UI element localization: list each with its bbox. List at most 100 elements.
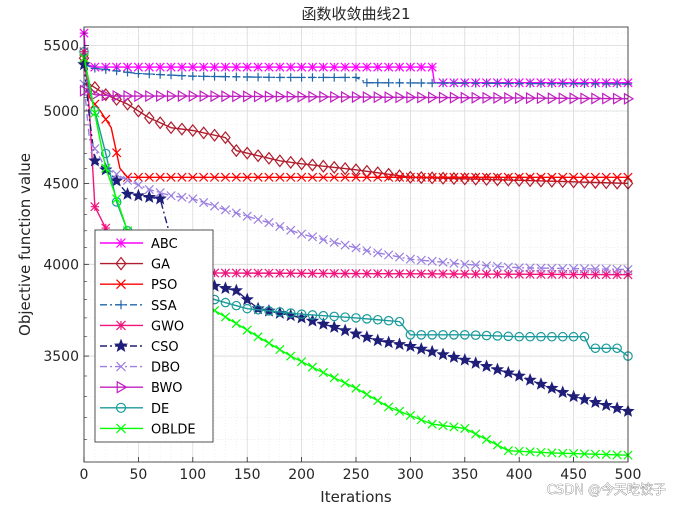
series-marker: [525, 269, 535, 279]
series-marker: [329, 172, 339, 182]
legend-box: [94, 229, 214, 443]
x-tick-label: 350: [451, 467, 478, 483]
series-marker: [471, 260, 481, 270]
series-marker: [112, 89, 123, 103]
series-marker: [547, 269, 557, 280]
series-marker: [568, 269, 579, 280]
series-marker: [579, 449, 590, 459]
series-marker: [90, 144, 100, 154]
series-marker: [536, 331, 546, 342]
series-marker: [330, 90, 341, 103]
series-marker: [264, 73, 274, 82]
series-marker: [417, 91, 428, 104]
series-marker: [438, 420, 448, 431]
series-pso: [79, 53, 633, 182]
series-marker: [471, 79, 480, 88]
series-marker: [340, 172, 350, 182]
series-marker: [340, 73, 350, 82]
series-marker: [602, 92, 613, 105]
series-marker: [384, 62, 394, 72]
series-marker: [416, 62, 426, 72]
series-marker: [101, 163, 111, 173]
series-marker: [220, 297, 231, 308]
series-marker: [240, 292, 254, 306]
series-marker: [116, 279, 126, 290]
series-marker: [329, 237, 339, 247]
series-marker: [373, 269, 383, 279]
series-marker: [253, 214, 263, 225]
series-marker: [362, 268, 372, 279]
series-marker: [406, 78, 415, 88]
series-marker: [525, 172, 535, 182]
series-marker: [458, 353, 472, 366]
series-marker: [209, 172, 220, 182]
series-marker: [122, 172, 133, 182]
series-marker: [405, 62, 416, 72]
series-marker: [427, 62, 437, 72]
series-marker: [308, 73, 317, 82]
series-marker: [536, 447, 546, 457]
series-marker: [318, 268, 328, 279]
series-marker: [481, 330, 492, 341]
series-marker: [264, 172, 274, 182]
series-marker: [416, 172, 426, 182]
series-marker: [275, 62, 285, 72]
series-marker: [101, 89, 112, 102]
series-marker: [340, 268, 350, 279]
series-marker: [113, 338, 129, 352]
series-marker: [449, 91, 461, 104]
series-marker: [340, 378, 350, 388]
series-marker: [340, 62, 350, 72]
series-marker: [362, 78, 372, 87]
series-marker: [481, 261, 492, 271]
series-marker: [241, 146, 253, 160]
series-marker: [109, 173, 124, 187]
series-marker: [362, 91, 374, 104]
series-marker: [427, 256, 437, 266]
series-marker: [199, 172, 209, 182]
series-marker: [232, 90, 243, 103]
series-marker: [579, 264, 590, 274]
series-marker: [90, 202, 100, 212]
series-marker: [165, 121, 177, 135]
x-tick-label: 150: [234, 467, 261, 483]
series-marker: [351, 73, 361, 82]
series-marker: [514, 263, 524, 273]
series-marker: [405, 410, 416, 421]
series-marker: [318, 310, 329, 321]
series-marker: [350, 163, 362, 177]
series-marker: [384, 172, 394, 182]
series-marker: [436, 347, 450, 361]
series-marker: [188, 194, 198, 204]
series-marker: [231, 268, 241, 278]
y-tick-label: 3500: [43, 349, 79, 365]
series-marker: [253, 332, 263, 342]
series-marker: [154, 116, 166, 130]
series-marker: [493, 79, 502, 88]
series-marker: [547, 263, 557, 273]
series-marker: [349, 326, 363, 340]
series-marker: [307, 62, 318, 72]
series-marker: [503, 269, 513, 279]
series-marker: [514, 446, 524, 456]
series-marker: [471, 172, 481, 182]
series-marker: [101, 114, 111, 124]
series-marker: [588, 395, 603, 409]
series-de: [79, 46, 633, 361]
series-marker: [503, 262, 513, 272]
series-marker: [373, 396, 383, 406]
legend-item-ga: GA: [100, 256, 170, 273]
series-marker: [524, 174, 536, 188]
series-marker: [371, 333, 385, 347]
series-marker: [166, 70, 176, 80]
series-marker: [275, 268, 285, 278]
series-marker: [286, 351, 296, 361]
series-marker: [536, 263, 546, 273]
series-marker: [384, 78, 393, 88]
series-marker: [612, 343, 622, 354]
legend-label: GWO: [151, 319, 184, 334]
series-marker: [492, 261, 503, 272]
series-marker: [296, 268, 307, 278]
series-marker: [403, 339, 418, 352]
